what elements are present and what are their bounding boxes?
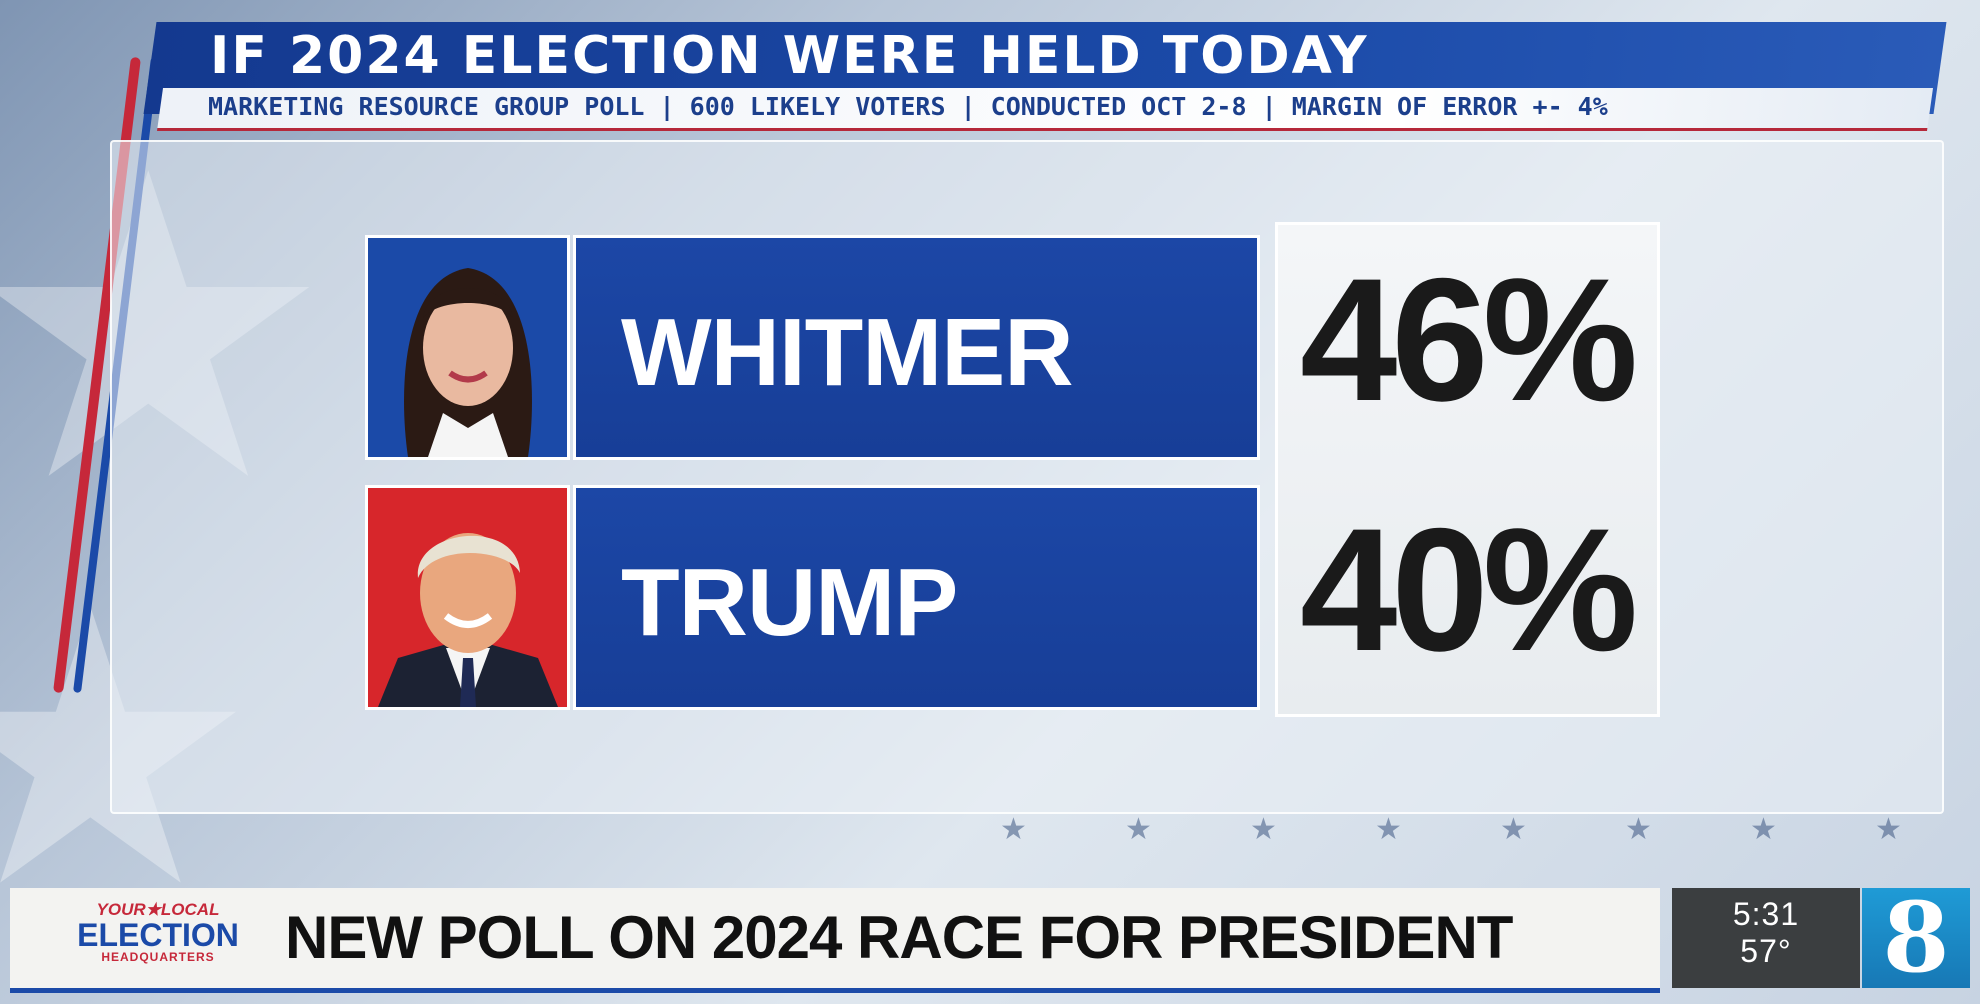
decorative-star-icon: ★ xyxy=(1625,812,1652,847)
decorative-star-icon: ★ xyxy=(1000,812,1027,847)
percent-box xyxy=(1275,222,1660,717)
decorative-star-icon: ★ xyxy=(1375,812,1402,847)
clock-time: 5:31 xyxy=(1732,896,1800,932)
candidate-percent: 40% xyxy=(1300,493,1638,688)
station-logo: 8 xyxy=(1862,888,1970,988)
ticker-headline: NEW POLL ON 2024 RACE FOR PRESIDENT xyxy=(285,904,1513,971)
logo-line: HEADQUARTERS xyxy=(101,950,215,964)
temperature: 57° xyxy=(1740,933,1792,969)
candidate-name-bar: TRUMP xyxy=(573,485,1260,710)
time-weather-box: 5:31 57° xyxy=(1672,888,1860,988)
whitmer-portrait-icon xyxy=(365,235,570,460)
decorative-star-icon: ★ xyxy=(1875,812,1902,847)
logo-line: ELECTION xyxy=(77,917,239,953)
decorative-star-icon: ★ xyxy=(1500,812,1527,847)
logo-line: YOUR★LOCAL xyxy=(96,900,220,919)
election-headquarters-logo: YOUR★LOCAL ELECTION HEADQUARTERS xyxy=(48,900,268,980)
candidate-name: TRUMP xyxy=(621,549,958,656)
poll-details: MARKETING RESOURCE GROUP POLL | 600 LIKE… xyxy=(208,92,1608,121)
graphic-title: IF 2024 ELECTION WERE HELD TODAY xyxy=(210,26,1369,86)
candidate-name-bar: WHITMER xyxy=(573,235,1260,460)
decorative-star-icon: ★ xyxy=(1125,812,1152,847)
candidate-name: WHITMER xyxy=(621,299,1074,406)
lower-third-ticker xyxy=(10,888,1660,993)
decorative-star-icon: ★ xyxy=(1250,812,1277,847)
trump-portrait-icon xyxy=(365,485,570,710)
decorative-star-icon: ★ xyxy=(1750,812,1777,847)
candidate-percent: 46% xyxy=(1300,243,1638,438)
